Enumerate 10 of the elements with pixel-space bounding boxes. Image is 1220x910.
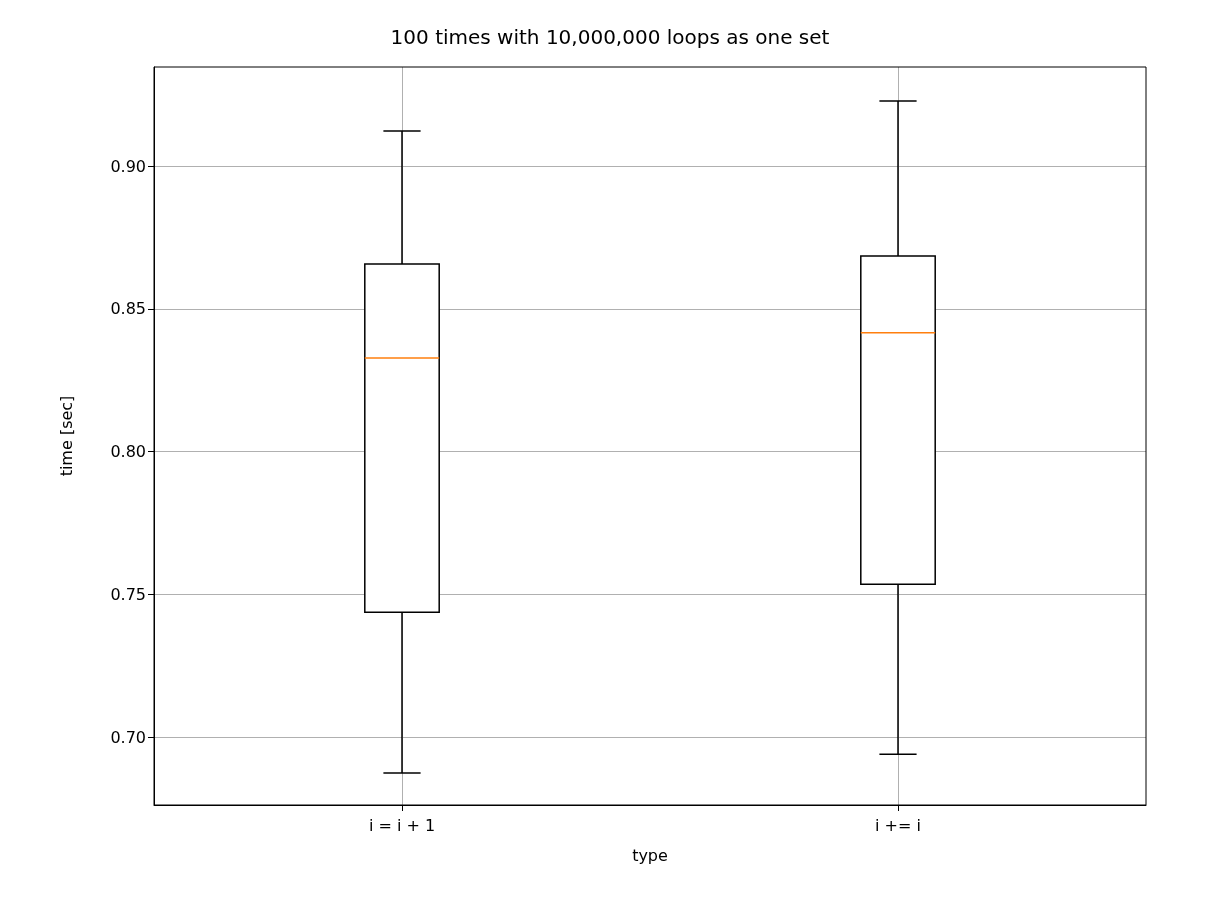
y-tick-label: 0.85 (110, 299, 146, 319)
x-axis-title: type (632, 845, 668, 865)
x-tick-label: i += i (875, 815, 921, 835)
y-tick-label: 0.70 (110, 727, 146, 747)
chart-title: 100 times with 10,000,000 loops as one set (390, 25, 830, 49)
y-tick-label: 0.75 (110, 584, 146, 604)
y-tick-label: 0.80 (110, 442, 146, 462)
x-tick-label: i = i + 1 (368, 815, 436, 835)
y-tick-label: 0.90 (110, 156, 146, 176)
y-axis-title: time [sec] (56, 395, 76, 477)
